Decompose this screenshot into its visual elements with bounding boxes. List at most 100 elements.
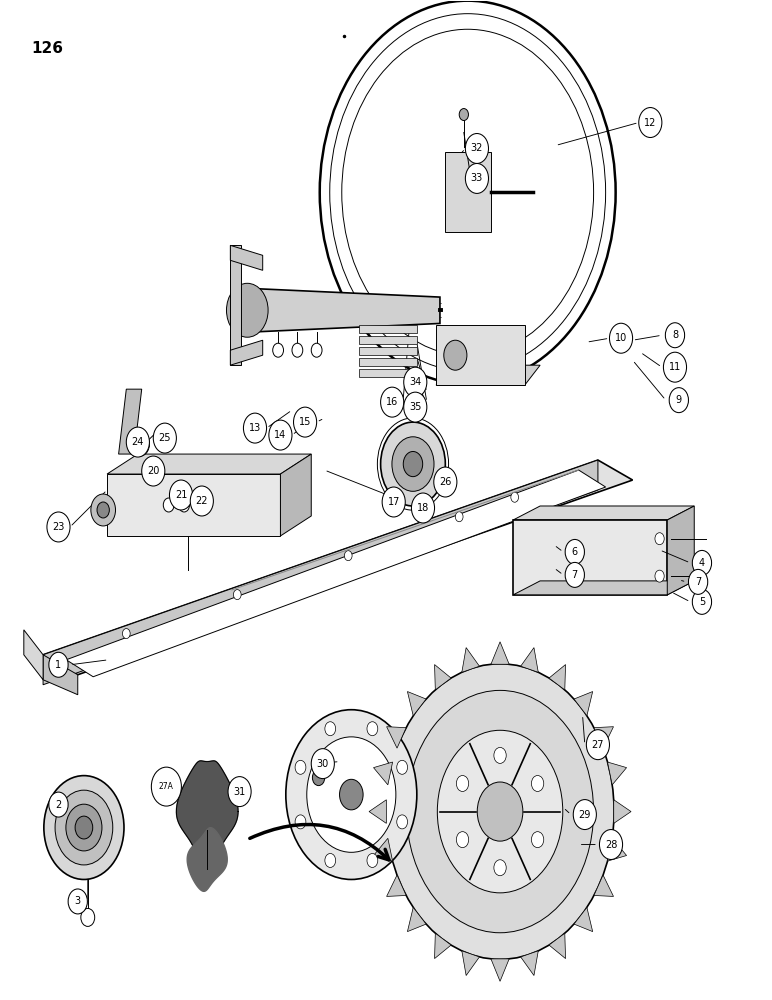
Circle shape	[565, 539, 584, 564]
Circle shape	[154, 423, 176, 453]
Circle shape	[444, 340, 467, 370]
Text: 17: 17	[388, 497, 400, 507]
Text: 12: 12	[644, 118, 656, 128]
Polygon shape	[435, 665, 451, 690]
Text: 7: 7	[572, 570, 578, 580]
Text: 6: 6	[572, 547, 578, 557]
Circle shape	[386, 664, 614, 959]
Polygon shape	[230, 245, 262, 270]
Circle shape	[609, 323, 632, 353]
Text: 13: 13	[249, 423, 261, 433]
Text: 126: 126	[32, 41, 63, 56]
Circle shape	[638, 108, 662, 138]
Circle shape	[49, 792, 68, 817]
Text: 15: 15	[299, 417, 311, 427]
Circle shape	[456, 775, 469, 791]
Text: 25: 25	[158, 433, 171, 443]
Circle shape	[437, 730, 563, 893]
Circle shape	[190, 486, 213, 516]
Circle shape	[459, 109, 469, 121]
Polygon shape	[513, 581, 694, 595]
Circle shape	[531, 832, 543, 848]
Circle shape	[466, 134, 489, 163]
Polygon shape	[549, 933, 566, 959]
Circle shape	[311, 749, 334, 779]
Circle shape	[97, 502, 110, 518]
Polygon shape	[549, 665, 566, 690]
Text: 20: 20	[147, 466, 160, 476]
Text: 29: 29	[579, 810, 591, 820]
Text: 9: 9	[676, 395, 682, 405]
Text: 32: 32	[471, 143, 483, 153]
Bar	[359, 358, 417, 366]
Text: 5: 5	[699, 597, 705, 607]
Circle shape	[455, 512, 463, 522]
Bar	[436, 325, 525, 385]
FancyArrowPatch shape	[250, 824, 389, 860]
Bar	[107, 474, 280, 536]
Circle shape	[325, 722, 336, 736]
Circle shape	[407, 690, 594, 933]
Circle shape	[325, 853, 336, 867]
Circle shape	[574, 800, 597, 830]
Circle shape	[600, 830, 622, 859]
Circle shape	[367, 722, 378, 736]
Circle shape	[269, 420, 292, 450]
Bar	[359, 369, 417, 377]
Polygon shape	[230, 340, 262, 365]
Circle shape	[313, 770, 325, 786]
Polygon shape	[107, 454, 311, 474]
Circle shape	[382, 487, 405, 517]
Circle shape	[228, 777, 251, 807]
Polygon shape	[43, 655, 78, 695]
Text: 7: 7	[695, 577, 701, 587]
Circle shape	[587, 730, 609, 760]
Polygon shape	[491, 642, 510, 664]
Circle shape	[411, 493, 435, 523]
Polygon shape	[608, 762, 627, 785]
Text: 27A: 27A	[159, 782, 174, 791]
Text: 26: 26	[439, 477, 452, 487]
Text: 35: 35	[409, 402, 422, 412]
Polygon shape	[574, 692, 593, 716]
Polygon shape	[574, 907, 593, 932]
Polygon shape	[408, 907, 426, 932]
Circle shape	[75, 816, 93, 839]
Circle shape	[306, 737, 396, 852]
Text: 28: 28	[604, 840, 617, 850]
Circle shape	[233, 590, 241, 600]
Polygon shape	[408, 692, 426, 716]
Text: 22: 22	[195, 496, 208, 506]
Circle shape	[295, 815, 306, 829]
Circle shape	[397, 760, 408, 774]
Circle shape	[273, 343, 283, 357]
Circle shape	[381, 387, 404, 417]
Circle shape	[392, 437, 434, 491]
Polygon shape	[614, 800, 631, 823]
Text: 8: 8	[672, 330, 678, 340]
Polygon shape	[230, 245, 241, 365]
Bar	[359, 336, 417, 344]
Circle shape	[127, 427, 150, 457]
Circle shape	[243, 413, 266, 443]
Circle shape	[692, 589, 712, 614]
Circle shape	[494, 860, 506, 876]
Polygon shape	[43, 460, 632, 675]
Circle shape	[47, 512, 70, 542]
Circle shape	[655, 570, 664, 582]
Text: 24: 24	[132, 437, 144, 447]
Circle shape	[367, 853, 378, 867]
Text: 4: 4	[699, 558, 705, 568]
Circle shape	[404, 367, 427, 397]
Circle shape	[655, 533, 664, 545]
Circle shape	[330, 14, 605, 371]
Polygon shape	[280, 454, 311, 536]
Text: 1: 1	[56, 660, 62, 670]
Polygon shape	[513, 506, 694, 520]
Polygon shape	[177, 761, 238, 877]
Circle shape	[381, 422, 445, 506]
Polygon shape	[667, 506, 694, 595]
Polygon shape	[387, 875, 406, 896]
Text: 10: 10	[615, 333, 627, 343]
Circle shape	[142, 456, 165, 486]
